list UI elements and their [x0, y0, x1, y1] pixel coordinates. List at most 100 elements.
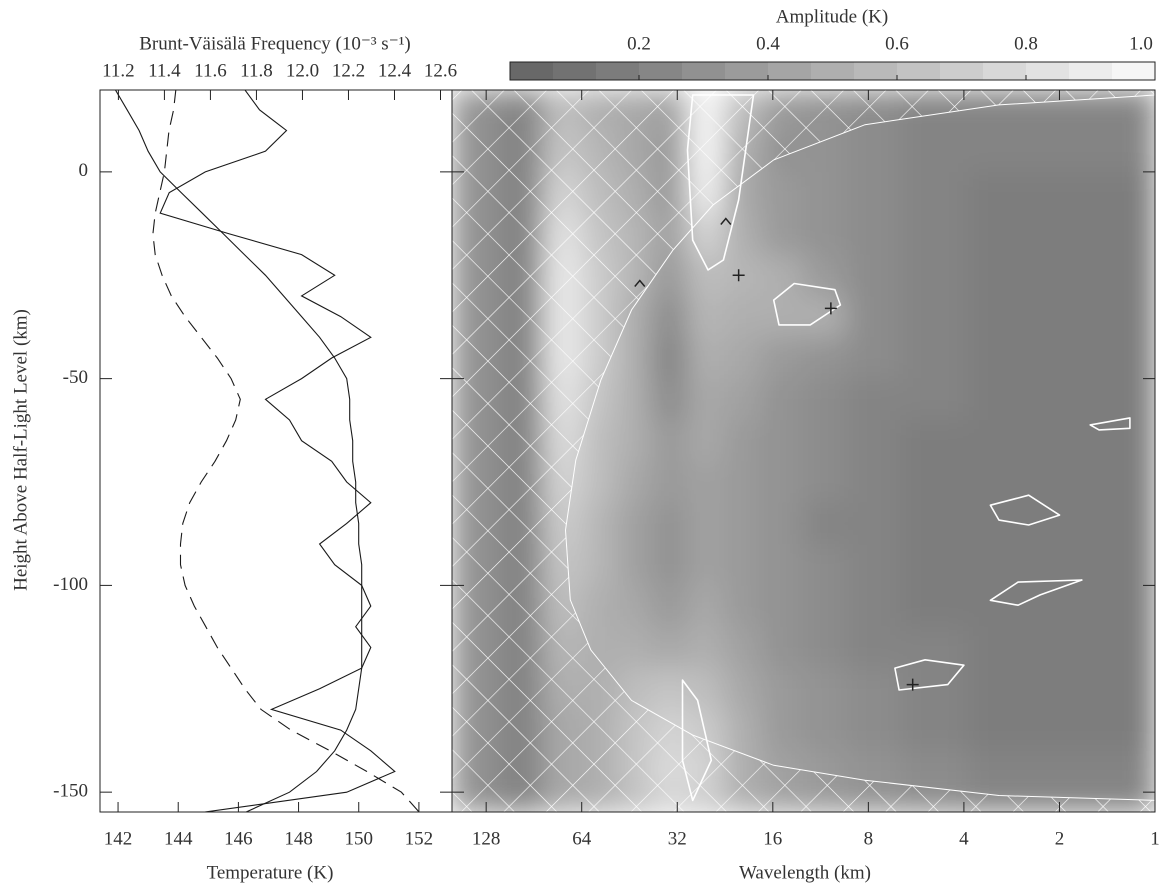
heatmap-cell — [651, 461, 688, 504]
x-tick-label: 150 — [344, 828, 373, 849]
heatmap-cell — [803, 461, 847, 504]
heatmap-cell — [803, 378, 847, 421]
heatmap-cell — [1051, 585, 1155, 628]
x2-tick-label: 12.4 — [378, 60, 412, 81]
heatmap-cell — [846, 130, 902, 173]
heatmap-cell — [582, 544, 618, 586]
temperature-line — [159, 90, 396, 812]
colorbar-step — [639, 62, 683, 80]
heatmap-cell — [616, 337, 652, 380]
heatmap-cell — [846, 213, 902, 256]
x-tick-label: 148 — [284, 828, 313, 849]
heatmap-cell — [900, 378, 969, 421]
heatmap-cell — [846, 461, 902, 504]
x-tick-label: 146 — [224, 828, 253, 849]
heatmap-cell — [723, 378, 763, 421]
heatmap-cell — [900, 626, 969, 669]
heatmap-cell — [761, 254, 804, 297]
heatmap-cell — [846, 626, 902, 669]
colorbar-step — [1112, 62, 1156, 80]
heatmap-cell — [651, 378, 688, 421]
heatmap-cell — [846, 709, 902, 752]
heatmap-cell — [687, 544, 725, 586]
heatmap-cell — [803, 213, 847, 256]
heatmap-cell — [900, 461, 969, 504]
heatmap-cell — [846, 378, 902, 421]
colorbar-frame — [509, 61, 1156, 81]
heatmap-cell — [968, 750, 1052, 793]
colorbar-tick-label: 0.8 — [1014, 33, 1038, 54]
y-tick-label: -50 — [63, 367, 88, 388]
heatmap-cell — [687, 254, 725, 297]
heatmap-cell — [687, 626, 725, 669]
colorbar-tick-label: 1.0 — [1129, 33, 1153, 54]
heatmap-cell — [1051, 295, 1155, 338]
heatmap-cell — [1051, 668, 1155, 710]
y-tick-label: -150 — [53, 781, 88, 802]
plot-frame — [99, 89, 453, 813]
heatmap-cell — [723, 337, 763, 380]
heatmap-cell — [900, 709, 969, 752]
heatmap-cell — [968, 668, 1052, 710]
colorbar-step — [682, 62, 726, 80]
plot-frame — [451, 89, 1156, 813]
plus-marker — [824, 302, 837, 315]
heatmap-cell — [1051, 502, 1155, 545]
significance-contour — [989, 579, 1083, 606]
heatmap-cell — [968, 378, 1052, 421]
heatmap-cell — [1051, 254, 1155, 297]
heatmap-cell — [1051, 419, 1155, 462]
significance-contour — [772, 282, 842, 326]
colorbar-step — [553, 62, 597, 80]
heatmap-cell — [687, 461, 725, 504]
heatmap-cell — [1051, 544, 1155, 586]
heatmap-cell — [723, 544, 763, 586]
heatmap-cell — [968, 709, 1052, 752]
heatmap-cell — [803, 337, 847, 380]
heatmap-cell — [687, 337, 725, 380]
heatmap-cell — [900, 171, 969, 214]
heatmap-cell — [761, 295, 804, 338]
plus-marker — [906, 678, 919, 691]
colorbar-step — [1026, 62, 1070, 80]
heatmap-cell — [803, 585, 847, 628]
heatmap-cell — [761, 461, 804, 504]
heatmap-cell — [687, 668, 725, 710]
y-tick-label: 0 — [79, 160, 89, 181]
x-tick-label: 32 — [668, 828, 687, 849]
x2-tick-label: 12.0 — [286, 60, 319, 81]
heatmap-cell — [846, 502, 902, 545]
heatmap-cell — [723, 709, 763, 752]
temperature-line — [114, 90, 363, 812]
heatmap-cell — [1051, 626, 1155, 669]
heatmap-cell — [616, 378, 652, 421]
heatmap-cell — [846, 337, 902, 380]
x2-tick-label: 11.2 — [102, 60, 135, 81]
significance-contour — [686, 94, 755, 271]
heatmap-cell — [1051, 213, 1155, 256]
heatmap-cell — [900, 544, 969, 586]
heatmap-cell — [651, 626, 688, 669]
heatmap-cell — [687, 295, 725, 338]
heatmap-cell — [846, 585, 902, 628]
heatmap-cell — [761, 502, 804, 545]
overlay-layer — [452, 90, 1155, 812]
heatmap-cell — [582, 419, 618, 462]
x-tick-label: 64 — [572, 828, 592, 849]
caret-marker — [720, 217, 732, 225]
caret-marker — [634, 279, 646, 288]
heatmap-cell — [803, 419, 847, 462]
heatmap-cell — [1051, 171, 1155, 214]
x-tick-label: 152 — [405, 828, 434, 849]
colorbar-step — [854, 62, 898, 80]
heatmap-cell — [846, 171, 902, 214]
heatmap-cell — [761, 709, 804, 752]
heatmap-cell — [723, 461, 763, 504]
heatmap-cell — [846, 419, 902, 462]
colorbar-tick-label: 0.4 — [756, 33, 780, 54]
x-tick-label: 4 — [959, 828, 969, 849]
colorbar-step — [725, 62, 769, 80]
x-axis-title: Temperature (K) — [207, 862, 334, 883]
profile-layer — [114, 90, 420, 812]
heatmap-cell — [900, 502, 969, 545]
